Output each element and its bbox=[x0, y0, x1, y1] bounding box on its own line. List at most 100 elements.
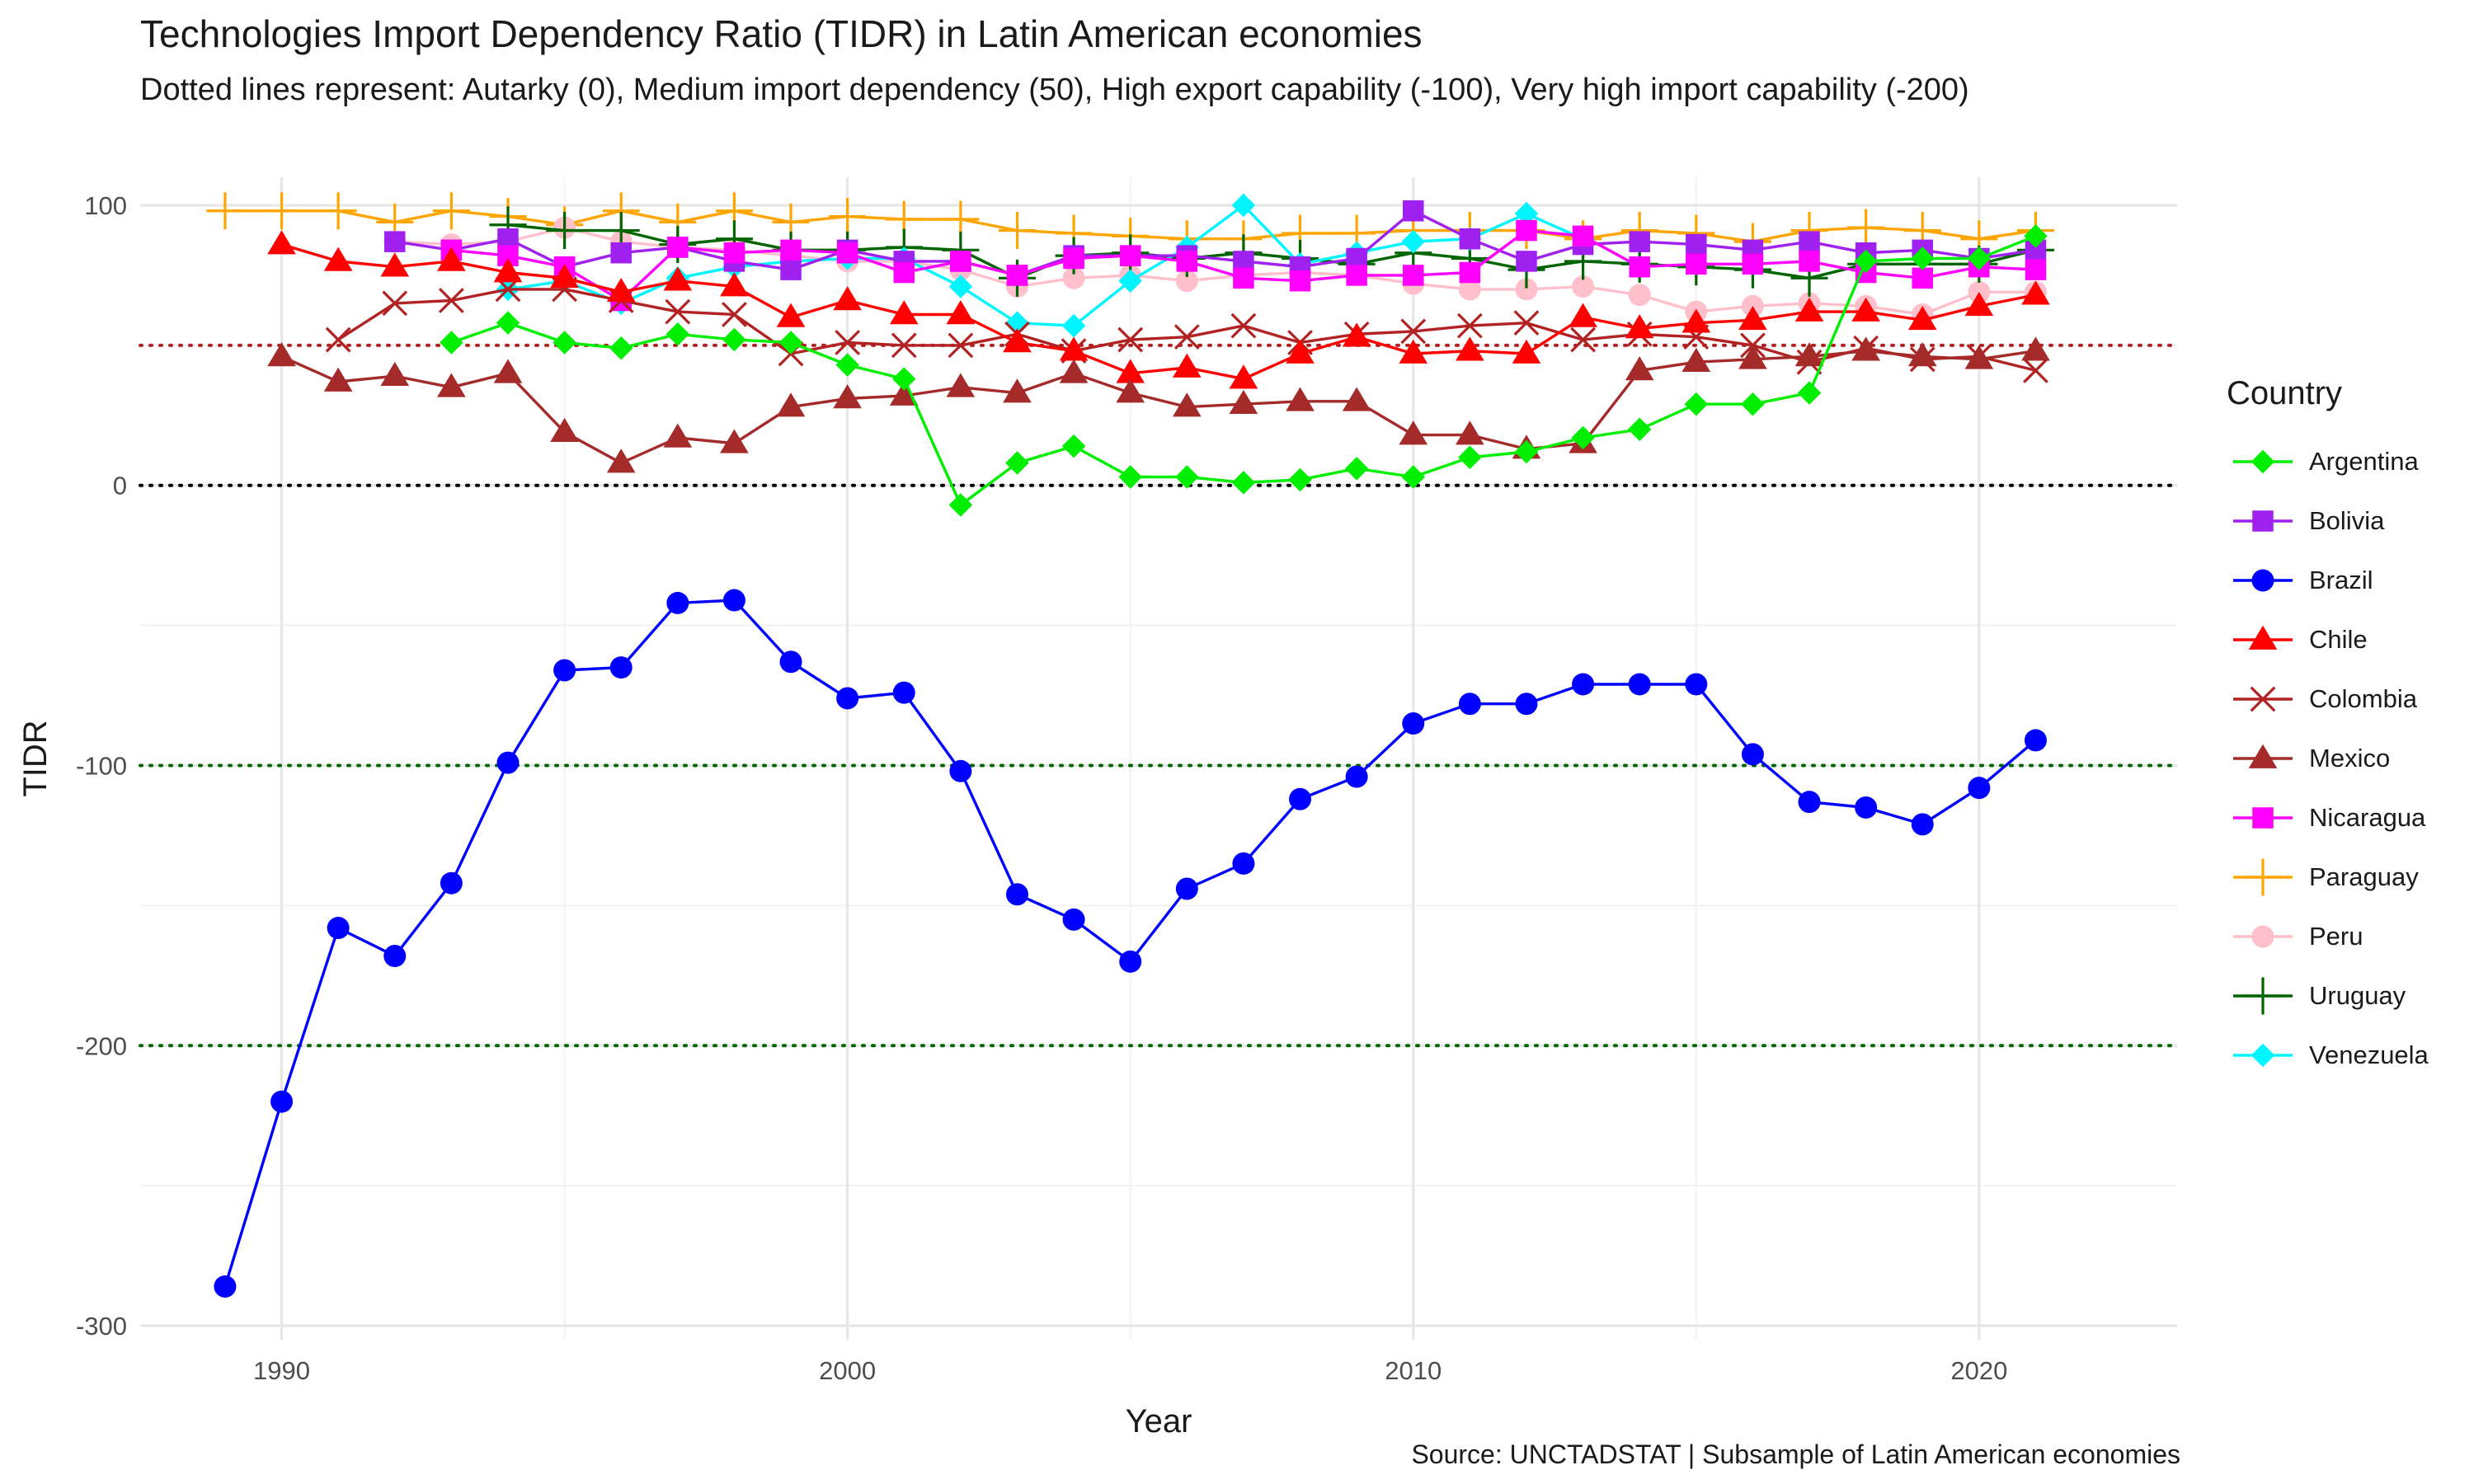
data-point-colombia bbox=[438, 288, 464, 313]
data-point-peru bbox=[1515, 278, 1538, 301]
data-point-argentina bbox=[1514, 439, 1539, 464]
legend-item-venezuela: Venezuela bbox=[2227, 1026, 2466, 1085]
y-tick-label: -200 bbox=[76, 1031, 127, 1060]
data-point-brazil bbox=[836, 687, 859, 710]
legend-key-peru bbox=[2233, 925, 2293, 948]
data-point-brazil bbox=[214, 1275, 237, 1298]
data-point-chile bbox=[1681, 308, 1711, 333]
data-point-argentina bbox=[722, 327, 746, 352]
data-point-brazil bbox=[779, 650, 802, 674]
data-point-nicaragua bbox=[1572, 225, 1594, 247]
data-point-bolivia bbox=[610, 242, 632, 264]
data-point-chile bbox=[323, 247, 353, 271]
data-point-venezuela bbox=[1118, 269, 1142, 293]
reference-lines bbox=[139, 343, 2179, 1048]
data-point-mexico bbox=[1059, 359, 1089, 383]
legend-title: Country bbox=[2227, 375, 2343, 411]
data-point-chile bbox=[437, 247, 466, 271]
data-point-argentina bbox=[1911, 247, 1935, 270]
data-point-chile bbox=[1059, 336, 1089, 361]
legend-key-mexico bbox=[2233, 744, 2293, 768]
data-point-paraguay bbox=[1847, 209, 1885, 247]
data-point-nicaragua bbox=[1459, 261, 1481, 284]
data-point-brazil bbox=[1855, 796, 1878, 819]
data-point-peru bbox=[1458, 278, 1481, 301]
legend-label: Mexico bbox=[2309, 744, 2391, 773]
data-point-chile bbox=[1399, 339, 1428, 364]
legend-label: Venezuela bbox=[2309, 1040, 2429, 1069]
data-point-mexico bbox=[1907, 342, 1937, 367]
series-line-uruguay bbox=[507, 223, 2036, 279]
data-point-argentina bbox=[1175, 465, 1199, 489]
data-point-nicaragua bbox=[1912, 267, 1933, 289]
data-point-brazil bbox=[1345, 765, 1368, 788]
data-point-nicaragua bbox=[667, 237, 689, 258]
y-tick-label: -100 bbox=[76, 751, 127, 780]
data-point-brazil bbox=[1968, 777, 1991, 800]
data-point-colombia bbox=[665, 298, 691, 325]
legend-key-marker bbox=[2252, 510, 2274, 532]
data-point-chile bbox=[1738, 305, 1767, 331]
data-point-chile bbox=[1172, 353, 1202, 378]
legend-key-marker bbox=[2251, 449, 2275, 474]
data-point-nicaragua bbox=[1176, 251, 1198, 272]
series-mexico bbox=[267, 336, 2050, 473]
y-tick-label: -300 bbox=[76, 1312, 127, 1341]
legend-label: Bolivia bbox=[2309, 506, 2385, 535]
data-point-brazil bbox=[1458, 693, 1481, 716]
legend-label: Paraguay bbox=[2309, 862, 2419, 891]
data-point-brazil bbox=[666, 591, 689, 614]
data-point-brazil bbox=[2024, 729, 2047, 752]
legend-key-chile bbox=[2233, 625, 2293, 650]
data-point-mexico bbox=[1172, 392, 1202, 417]
data-point-colombia bbox=[1513, 310, 1540, 336]
legend-key-marker bbox=[2251, 1043, 2275, 1068]
legend-key-nicaragua bbox=[2233, 807, 2293, 829]
data-point-brazil bbox=[1232, 852, 1255, 875]
data-point-peru bbox=[1175, 270, 1198, 293]
data-point-venezuela bbox=[1401, 229, 1425, 254]
data-point-argentina bbox=[835, 353, 859, 377]
legend-key-paraguay bbox=[2233, 858, 2293, 896]
data-point-chile bbox=[2021, 280, 2050, 305]
data-point-mexico bbox=[323, 367, 353, 392]
data-point-venezuela bbox=[1231, 193, 1256, 218]
data-point-paraguay bbox=[432, 192, 470, 230]
data-point-brazil bbox=[609, 656, 633, 679]
data-point-mexico bbox=[1342, 387, 1371, 411]
data-point-brazil bbox=[1515, 693, 1538, 716]
legend-key-marker bbox=[2244, 858, 2282, 896]
data-point-mexico bbox=[1851, 336, 1880, 361]
data-point-argentina bbox=[1627, 417, 1652, 442]
data-point-bolivia bbox=[1459, 228, 1481, 250]
legend-key-marker bbox=[2250, 686, 2276, 712]
data-point-peru bbox=[1572, 275, 1595, 298]
data-point-argentina bbox=[1741, 392, 1765, 416]
data-point-bolivia bbox=[384, 231, 406, 252]
data-point-chile bbox=[1625, 314, 1654, 339]
data-point-nicaragua bbox=[1289, 270, 1311, 292]
data-point-colombia bbox=[1230, 312, 1257, 339]
data-point-colombia bbox=[835, 330, 861, 355]
legend-item-nicaragua: Nicaragua bbox=[2227, 788, 2466, 848]
data-point-uruguay bbox=[546, 212, 584, 250]
legend-label: Chile bbox=[2309, 625, 2368, 654]
data-point-paraguay bbox=[829, 198, 867, 236]
data-point-brazil bbox=[327, 917, 350, 940]
legend-key-argentina bbox=[2233, 449, 2293, 474]
data-point-chile bbox=[1456, 336, 1484, 361]
data-point-bolivia bbox=[1686, 233, 1707, 256]
data-point-chile bbox=[1286, 339, 1315, 364]
data-point-chile bbox=[1851, 297, 1880, 322]
data-point-brazil bbox=[1402, 712, 1425, 735]
data-point-argentina bbox=[1061, 434, 1086, 458]
data-point-nicaragua bbox=[1063, 247, 1084, 270]
data-point-brazil bbox=[949, 759, 972, 782]
data-point-colombia bbox=[382, 290, 408, 317]
data-point-chile bbox=[380, 252, 410, 277]
legend-item-mexico: Mexico bbox=[2227, 729, 2466, 788]
data-point-nicaragua bbox=[1233, 267, 1254, 289]
data-point-argentina bbox=[948, 493, 973, 517]
legend-item-argentina: Argentina bbox=[2227, 432, 2466, 491]
data-point-chile bbox=[606, 277, 636, 303]
